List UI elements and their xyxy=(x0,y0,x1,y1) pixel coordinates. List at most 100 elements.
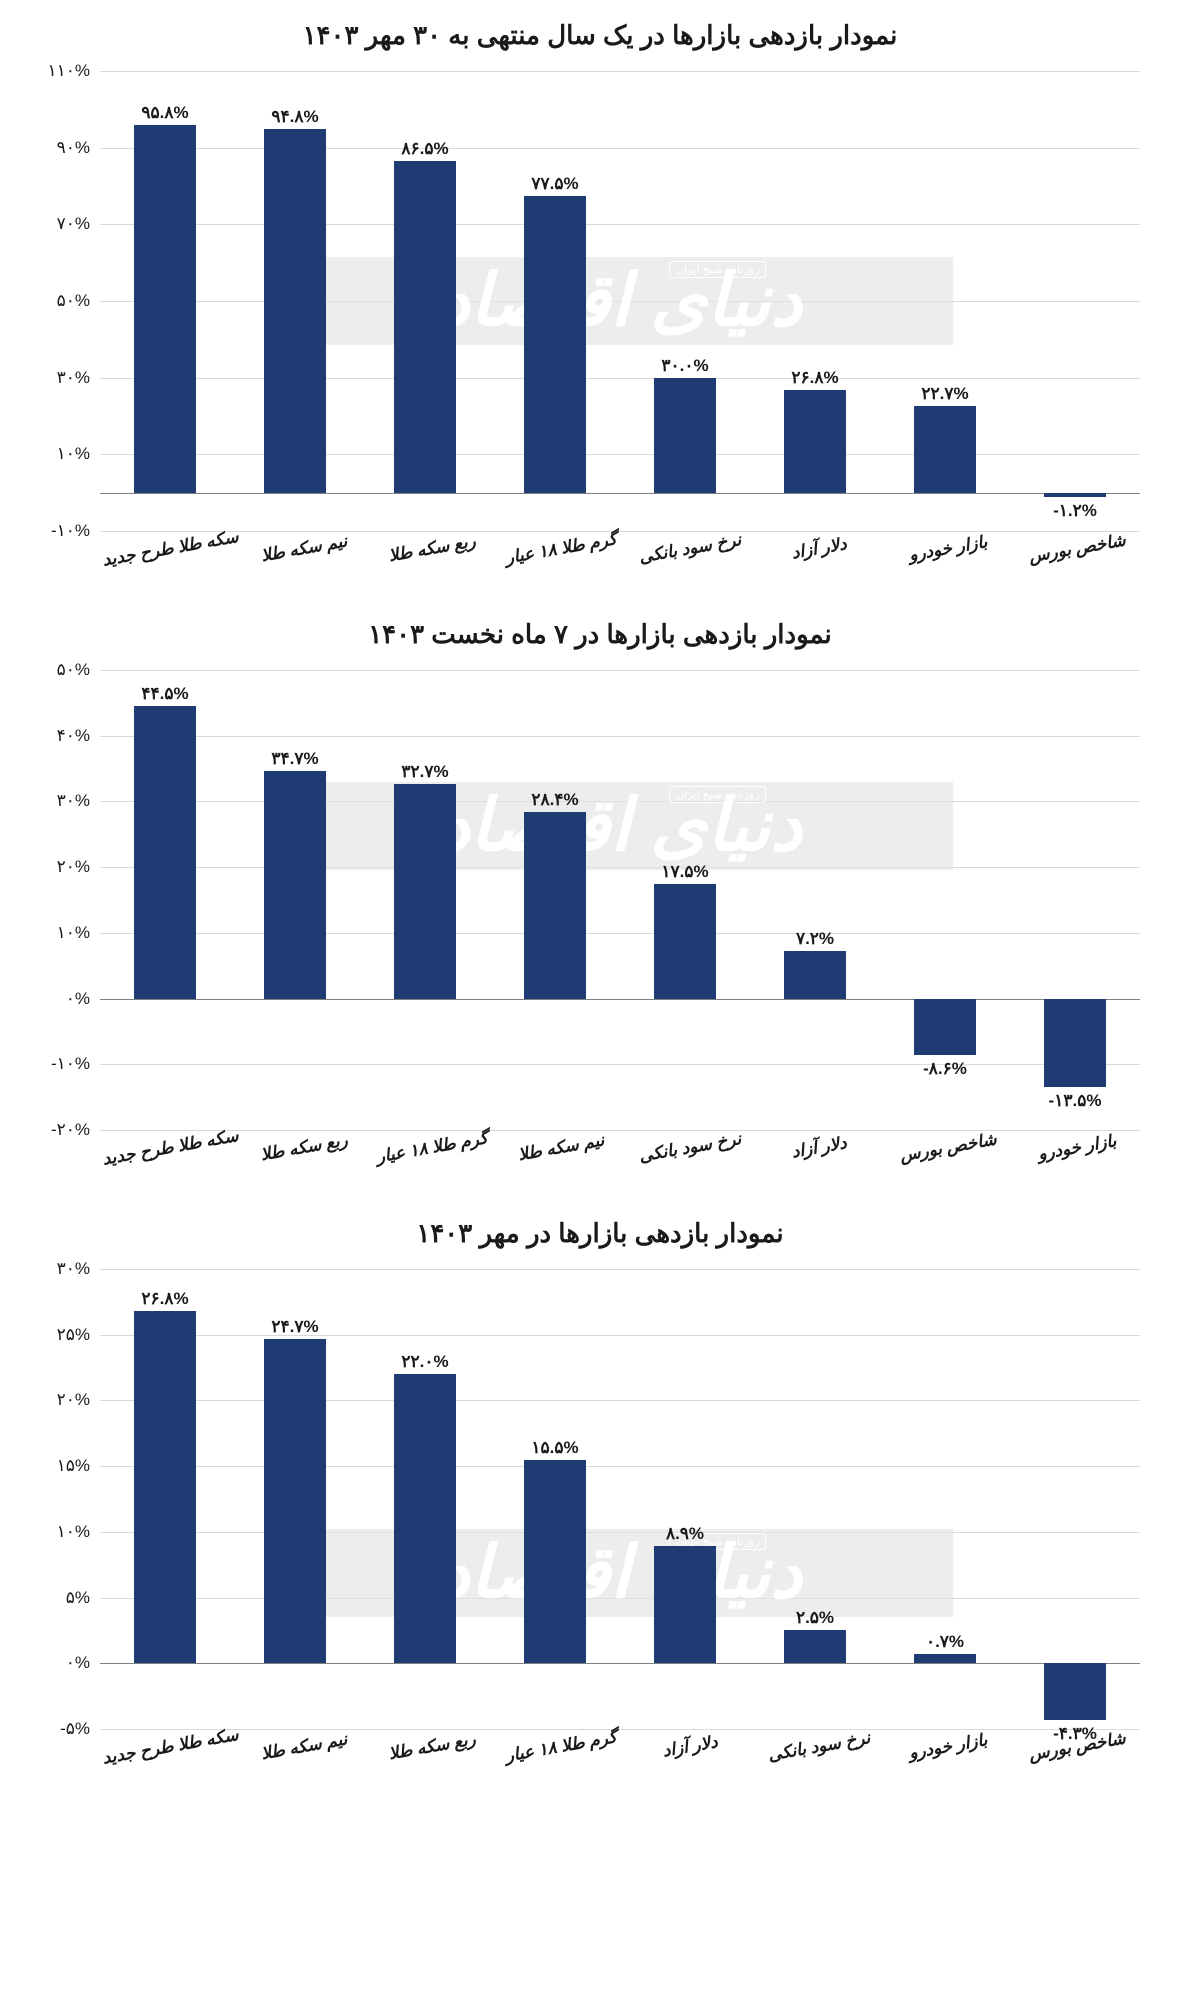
x-label: نیم سکه طلا xyxy=(239,1726,369,1768)
bar-slot: ۳۰.۰% xyxy=(620,71,750,531)
bar-value-label: ۲۲.۷% xyxy=(921,384,968,404)
bar-slot: ۸.۹% xyxy=(620,1269,750,1729)
y-tick: -۵% xyxy=(40,1719,90,1739)
bar-value-label: ۲۸.۴% xyxy=(531,790,578,810)
bar-value-label: ۷۷.۵% xyxy=(531,174,578,194)
y-tick: ۵۰% xyxy=(40,660,90,680)
bar xyxy=(264,771,326,999)
bar xyxy=(1044,1663,1106,1720)
plot-area: -۵%۰%۵%۱۰%۱۵%۲۰%۲۵%۳۰%دنیای اقتصادروزنام… xyxy=(100,1269,1140,1729)
plot-area: -۱۰%۱۰%۳۰%۵۰%۷۰%۹۰%۱۱۰%دنیای اقتصادروزنا… xyxy=(100,71,1140,531)
bar xyxy=(264,129,326,492)
y-tick: -۲۰% xyxy=(40,1120,90,1140)
bar xyxy=(264,1339,326,1664)
y-tick: ۱۱۰% xyxy=(40,61,90,81)
y-tick: ۲۵% xyxy=(40,1325,90,1345)
bar-value-label: ۳۴.۷% xyxy=(271,749,318,769)
y-tick: ۰% xyxy=(40,989,90,1009)
bar xyxy=(524,196,586,493)
bar-slot: ۲۴.۷% xyxy=(230,1269,360,1729)
bar-slot: ۷۷.۵% xyxy=(490,71,620,531)
bar xyxy=(654,884,716,999)
x-label: بازار خودرو xyxy=(883,528,1013,570)
bar-slot: ۳۲.۷% xyxy=(360,670,490,1130)
bar xyxy=(134,706,196,998)
bar xyxy=(394,784,456,999)
x-label: نیم سکه طلا xyxy=(496,1127,626,1169)
x-label: ربع سکه طلا xyxy=(239,1127,369,1169)
bar-value-label: -۸.۶% xyxy=(923,1059,967,1079)
bar-value-label: ۰.۷% xyxy=(926,1632,964,1652)
x-label: بازار خودرو xyxy=(883,1726,1013,1768)
chart-panel-1: نمودار بازدهی بازارها در ۷ ماه نخست ۱۴۰۳… xyxy=(40,619,1160,1158)
x-label: بازار خودرو xyxy=(1012,1127,1142,1169)
x-label: سکه طلا طرح جدید xyxy=(101,1725,240,1769)
y-tick: -۱۰% xyxy=(40,1054,90,1074)
x-label: گرم طلا ۱۸ عیار xyxy=(496,528,626,570)
bars-row: ۴۴.۵% ۳۴.۷% ۳۲.۷% ۲۸.۴% ۱۷.۵% ۷.۲% -۸.۶% -۱۳.۵% xyxy=(100,670,1140,1130)
bar xyxy=(134,1311,196,1663)
y-axis: -۱۰%۱۰%۳۰%۵۰%۷۰%۹۰%۱۱۰% xyxy=(40,71,90,531)
bar-value-label: ۲۴.۷% xyxy=(271,1317,318,1337)
x-axis: سکه طلا طرح جدیدنیم سکه طلاربع سکه طلاگر… xyxy=(100,1737,1140,1757)
x-label: ربع سکه طلا xyxy=(367,1726,497,1768)
x-label: شاخص بورس xyxy=(883,1127,1013,1169)
bars-row: ۹۵.۸%۹۴.۸%۸۶.۵%۷۷.۵%۳۰.۰%۲۶.۸%۲۲.۷%-۱.۲% xyxy=(100,71,1140,531)
y-tick: ۲۰% xyxy=(40,1390,90,1410)
bar-value-label: ۹۴.۸% xyxy=(271,107,318,127)
bar-value-label: ۷.۲% xyxy=(796,929,834,949)
bar-value-label: ۲۶.۸% xyxy=(141,1289,188,1309)
bar-slot: -۸.۶% xyxy=(880,670,1010,1130)
x-label: دلار آزاد xyxy=(754,1127,884,1169)
bar-slot: ۱۷.۵% xyxy=(620,670,750,1130)
chart-title: نمودار بازدهی بازارها در مهر ۱۴۰۳ xyxy=(40,1218,1160,1249)
y-tick: ۱۰% xyxy=(40,444,90,464)
y-tick: ۳۰% xyxy=(40,1259,90,1279)
y-tick: ۲۰% xyxy=(40,857,90,877)
x-label: سکه طلا طرح جدید xyxy=(101,527,240,571)
bar xyxy=(784,951,846,998)
y-tick: ۵۰% xyxy=(40,291,90,311)
bar-value-label: -۱.۲% xyxy=(1053,501,1097,521)
bar xyxy=(394,1374,456,1663)
bar xyxy=(134,125,196,492)
bar-value-label: ۲۲.۰% xyxy=(401,1352,448,1372)
bar xyxy=(654,378,716,493)
x-label: نرخ سود بانکی xyxy=(754,1726,884,1768)
bar-slot: ۲۸.۴% xyxy=(490,670,620,1130)
bar-slot: ۷.۲% xyxy=(750,670,880,1130)
x-label: سکه طلا طرح جدید xyxy=(101,1126,240,1170)
bar-value-label: ۱۷.۵% xyxy=(661,862,708,882)
bar-slot: -۱.۲% xyxy=(1010,71,1140,531)
y-tick: ۰% xyxy=(40,1653,90,1673)
chart-panel-0: نمودار بازدهی بازارها در یک سال منتهی به… xyxy=(40,20,1160,559)
y-tick: ۳۰% xyxy=(40,791,90,811)
bar-slot: ۲۲.۷% xyxy=(880,71,1010,531)
bar-value-label: ۱۵.۵% xyxy=(531,1438,578,1458)
x-label: دلار آزاد xyxy=(754,528,884,570)
bar xyxy=(784,390,846,493)
x-label: گرم طلا ۱۸ عیار xyxy=(367,1127,497,1169)
bar xyxy=(524,812,586,999)
bar-value-label: -۱۳.۵% xyxy=(1049,1091,1102,1111)
y-tick: ۱۰% xyxy=(40,923,90,943)
bar-value-label: ۸۶.۵% xyxy=(401,139,448,159)
x-label: گرم طلا ۱۸ عیار xyxy=(496,1726,626,1768)
x-label: دلار آزاد xyxy=(625,1726,755,1768)
bar-slot: -۱۳.۵% xyxy=(1010,670,1140,1130)
bar-slot: ۹۵.۸% xyxy=(100,71,230,531)
bar-slot: ۴۴.۵% xyxy=(100,670,230,1130)
bar-value-label: ۳۲.۷% xyxy=(401,762,448,782)
bar xyxy=(914,406,976,493)
bar-value-label: ۴۴.۵% xyxy=(141,684,188,704)
bar-value-label: ۹۵.۸% xyxy=(141,103,188,123)
y-tick: ۱۵% xyxy=(40,1456,90,1476)
bar xyxy=(784,1630,846,1663)
chart-panel-2: نمودار بازدهی بازارها در مهر ۱۴۰۳ -۵%۰%۵%… xyxy=(40,1218,1160,1757)
chart-title: نمودار بازدهی بازارها در یک سال منتهی به… xyxy=(40,20,1160,51)
bars-row: ۲۶.۸%۲۴.۷%۲۲.۰%۱۵.۵%۸.۹%۲.۵%۰.۷%-۴.۳% xyxy=(100,1269,1140,1729)
bar xyxy=(654,1546,716,1663)
x-axis: سکه طلا طرح جدیدربع سکه طلاگرم طلا ۱۸ عی… xyxy=(100,1138,1140,1158)
bar-slot: ۸۶.۵% xyxy=(360,71,490,531)
bar-slot: ۱۵.۵% xyxy=(490,1269,620,1729)
